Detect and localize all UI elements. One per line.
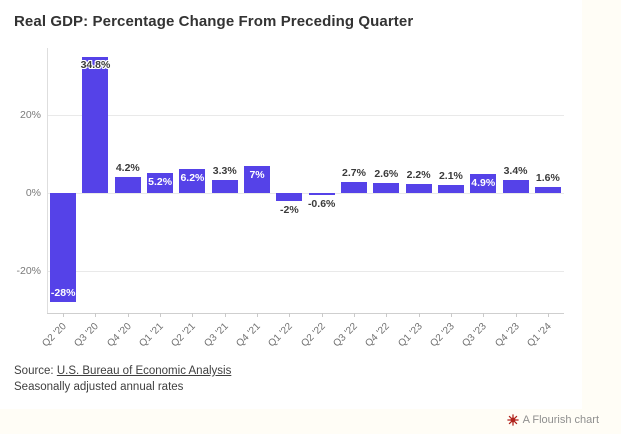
bar[interactable] [211,180,238,193]
bar-value-label: 2.6% [374,167,399,180]
bar[interactable] [147,172,174,193]
x-axis-tick [95,313,97,317]
bar-value-label: -0.6% [307,198,336,211]
source-link[interactable]: U.S. Bureau of Economic Analysis [56,365,232,377]
bar-value-label: 1.6% [535,171,560,184]
bar[interactable] [276,192,303,201]
bar-value-label: 2.2% [406,169,431,182]
x-axis-tick [547,313,549,317]
bar[interactable] [437,184,464,193]
bar-value-label: 3.4% [503,164,528,177]
x-axis-tick [418,313,420,317]
chart-title: Real GDP: Percentage Change From Precedi… [14,13,414,30]
y-axis-label: 0% [25,186,41,199]
bar-value-label: 5.2% [148,175,173,188]
source-prefix: Source: [14,365,57,377]
bar[interactable] [502,179,529,193]
flourish-starburst-icon [506,414,519,426]
bar-value-label: 4.2% [115,161,140,174]
bar-value-label: 2.7% [342,167,366,180]
bar[interactable] [308,192,335,196]
x-axis-tick [127,313,129,317]
source-note: Seasonally adjusted annual rates [14,381,184,393]
x-axis-tick [515,313,517,317]
bar-value-label: -2% [280,203,299,216]
x-axis-tick [192,313,194,317]
bar[interactable] [82,57,109,193]
gridline [47,192,564,194]
y-axis-line [47,48,48,313]
x-axis-tick [353,313,355,317]
bar[interactable] [244,165,271,193]
bar[interactable] [405,184,432,193]
bar[interactable] [50,192,77,303]
flourish-credit-link[interactable]: A Flourish chart [506,414,599,426]
gridline [47,270,564,272]
bar-value-label: 7% [249,168,265,181]
x-axis-tick [289,313,291,317]
bar[interactable] [534,186,561,193]
x-axis-tick [450,313,452,317]
bar-value-label: 3.3% [212,165,237,178]
bar[interactable] [373,182,400,193]
source-line: Source: U.S. Bureau of Economic Analysis [14,363,231,379]
x-axis-tick [386,313,388,317]
x-axis-tick [483,313,485,317]
x-axis-tick [63,313,65,317]
gridline [47,115,564,117]
x-axis-tick [257,313,259,317]
y-axis-label: -20% [16,264,41,277]
x-axis-line [47,313,564,314]
flourish-credit-label: A Flourish chart [522,414,599,426]
x-axis-tick [160,313,162,317]
bar-value-label: 4.9% [471,176,496,189]
bar[interactable] [114,176,141,193]
bar-value-label: 34.8% [80,59,111,72]
x-axis-tick [224,313,226,317]
x-axis-tick [321,313,323,317]
bar[interactable] [179,168,206,193]
bar[interactable] [340,182,367,193]
bar-value-label: -28% [50,287,76,300]
bar[interactable] [470,173,497,193]
source-block: Source: U.S. Bureau of Economic Analysis… [14,363,231,395]
y-axis-label: 20% [19,109,41,122]
bar-value-label: 2.1% [438,169,463,182]
bar-value-label: 6.2% [180,171,205,184]
